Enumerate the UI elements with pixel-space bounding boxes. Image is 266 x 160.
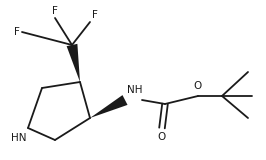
Text: O: O <box>158 132 166 142</box>
Text: O: O <box>194 81 202 91</box>
Text: F: F <box>92 10 98 20</box>
Polygon shape <box>66 44 80 82</box>
Text: HN: HN <box>10 133 26 143</box>
Text: F: F <box>14 27 20 37</box>
Text: NH: NH <box>127 85 143 95</box>
Polygon shape <box>90 95 127 118</box>
Text: F: F <box>52 6 58 16</box>
